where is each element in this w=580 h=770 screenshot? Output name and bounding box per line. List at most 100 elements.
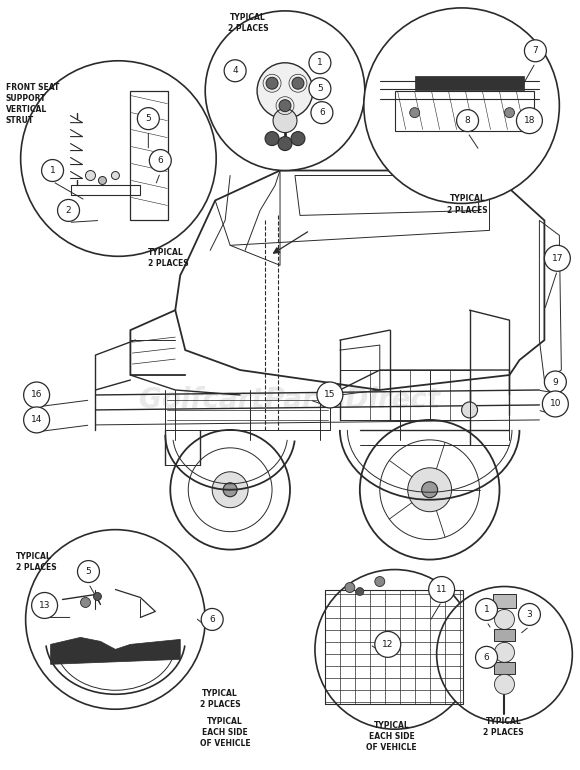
Bar — [492, 594, 516, 608]
Circle shape — [57, 199, 79, 222]
Text: 5: 5 — [86, 567, 92, 576]
Text: TYPICAL
2 PLACES: TYPICAL 2 PLACES — [148, 249, 189, 269]
Circle shape — [524, 40, 546, 62]
Circle shape — [345, 583, 355, 592]
Text: FRONT SEAT
SUPPORT
VERTICAL
STRUT: FRONT SEAT SUPPORT VERTICAL STRUT — [6, 82, 59, 125]
Text: 11: 11 — [436, 585, 447, 594]
Text: 6: 6 — [209, 615, 215, 624]
Circle shape — [429, 577, 455, 602]
Text: TYPICAL
EACH SIDE
OF VEHICLE: TYPICAL EACH SIDE OF VEHICLE — [367, 721, 417, 752]
Circle shape — [456, 109, 478, 132]
Text: 16: 16 — [31, 390, 42, 400]
Circle shape — [545, 246, 570, 271]
Circle shape — [380, 440, 480, 540]
Circle shape — [279, 99, 291, 112]
Text: 1: 1 — [484, 605, 490, 614]
Text: 1: 1 — [50, 166, 56, 175]
Bar — [395, 91, 534, 131]
Circle shape — [266, 77, 278, 89]
Text: TYPICAL
2 PLACES: TYPICAL 2 PLACES — [447, 195, 488, 215]
Circle shape — [309, 52, 331, 74]
Circle shape — [265, 132, 279, 146]
Circle shape — [85, 170, 96, 180]
Text: 2: 2 — [66, 206, 71, 215]
Bar — [494, 662, 516, 675]
Text: GolfcartPartsDirect: GolfcartPartsDirect — [139, 387, 441, 414]
Circle shape — [137, 108, 160, 129]
Text: TYPICAL
2 PLACES: TYPICAL 2 PLACES — [483, 717, 524, 738]
Circle shape — [545, 371, 566, 393]
Text: 6: 6 — [484, 653, 490, 662]
Text: 7: 7 — [532, 46, 538, 55]
Text: TYPICAL
2 PLACES: TYPICAL 2 PLACES — [16, 551, 56, 571]
Bar — [340, 370, 470, 420]
Bar — [71, 186, 140, 196]
Circle shape — [26, 530, 205, 709]
Text: 13: 13 — [39, 601, 50, 610]
Circle shape — [309, 78, 331, 99]
Text: 5: 5 — [146, 114, 151, 123]
Polygon shape — [50, 638, 180, 665]
Text: 15: 15 — [324, 390, 336, 400]
Text: 14: 14 — [31, 416, 42, 424]
Circle shape — [375, 631, 401, 658]
Circle shape — [21, 61, 216, 256]
Circle shape — [375, 577, 385, 587]
Bar — [415, 75, 524, 90]
Circle shape — [171, 430, 290, 550]
Circle shape — [188, 448, 272, 531]
Circle shape — [422, 482, 438, 497]
Circle shape — [292, 77, 304, 89]
Text: 6: 6 — [319, 108, 325, 117]
Circle shape — [356, 588, 364, 595]
Circle shape — [205, 11, 365, 170]
Circle shape — [409, 108, 420, 118]
Text: 12: 12 — [382, 640, 393, 649]
Circle shape — [24, 407, 49, 433]
Circle shape — [311, 102, 333, 124]
Circle shape — [212, 472, 248, 507]
Circle shape — [360, 420, 499, 560]
Circle shape — [99, 176, 107, 185]
Circle shape — [42, 159, 64, 182]
Circle shape — [257, 63, 313, 119]
Circle shape — [111, 172, 119, 179]
Text: TYPICAL
EACH SIDE
OF VEHICLE: TYPICAL EACH SIDE OF VEHICLE — [200, 717, 251, 748]
Circle shape — [223, 483, 237, 497]
Circle shape — [495, 610, 514, 629]
Circle shape — [32, 592, 57, 618]
Text: TYPICAL
2 PLACES: TYPICAL 2 PLACES — [228, 13, 269, 33]
Circle shape — [315, 570, 474, 729]
Circle shape — [78, 561, 99, 583]
Bar — [494, 629, 516, 641]
Text: 3: 3 — [527, 610, 532, 619]
Circle shape — [495, 642, 514, 662]
Circle shape — [149, 149, 171, 172]
Text: 10: 10 — [550, 400, 561, 408]
Bar — [130, 91, 168, 220]
Circle shape — [24, 382, 49, 408]
Circle shape — [201, 608, 223, 631]
Text: 9: 9 — [553, 377, 558, 387]
Circle shape — [476, 598, 498, 621]
Text: 5: 5 — [317, 84, 323, 93]
Bar — [325, 590, 463, 705]
Circle shape — [495, 675, 514, 695]
Circle shape — [505, 108, 514, 118]
Text: 1: 1 — [317, 59, 323, 67]
Text: 8: 8 — [465, 116, 470, 126]
Circle shape — [93, 592, 101, 601]
Circle shape — [273, 109, 297, 132]
Text: 18: 18 — [524, 116, 535, 126]
Text: 17: 17 — [552, 254, 563, 263]
Circle shape — [81, 598, 90, 608]
Circle shape — [317, 382, 343, 408]
Circle shape — [278, 136, 292, 151]
Circle shape — [519, 604, 541, 625]
Circle shape — [542, 391, 568, 417]
Circle shape — [516, 108, 542, 134]
Circle shape — [364, 8, 559, 203]
Circle shape — [291, 132, 305, 146]
Circle shape — [408, 468, 452, 512]
Text: 4: 4 — [233, 66, 238, 75]
